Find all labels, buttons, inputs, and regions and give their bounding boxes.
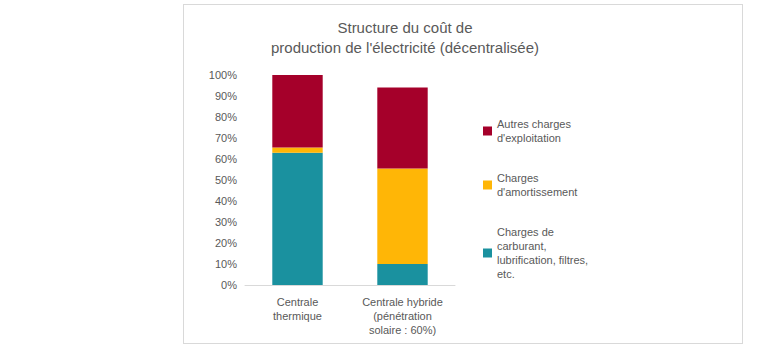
svg-text:lubrification, filtres,: lubrification, filtres,	[497, 254, 588, 266]
svg-text:production de l'électricité (d: production de l'électricité (décentralis…	[271, 39, 539, 56]
svg-text:50%: 50%	[215, 174, 237, 186]
svg-text:30%: 30%	[215, 216, 237, 228]
svg-text:90%: 90%	[215, 90, 237, 102]
svg-text:40%: 40%	[215, 195, 237, 207]
svg-text:carburant,: carburant,	[497, 240, 547, 252]
svg-text:d'exploitation: d'exploitation	[497, 132, 561, 144]
svg-text:0%: 0%	[221, 279, 237, 291]
svg-text:solaire : 60%): solaire : 60%)	[369, 324, 436, 336]
svg-text:70%: 70%	[215, 132, 237, 144]
svg-text:10%: 10%	[215, 258, 237, 270]
svg-text:Charges de: Charges de	[497, 226, 554, 238]
svg-text:Charges: Charges	[497, 172, 539, 184]
svg-text:etc.: etc.	[497, 268, 515, 280]
svg-text:Autres charges: Autres charges	[497, 118, 571, 130]
svg-text:(pénétration: (pénétration	[373, 310, 432, 322]
svg-text:Structure du coût de: Structure du coût de	[337, 19, 472, 36]
svg-text:Centrale hybride: Centrale hybride	[362, 296, 443, 308]
svg-text:Centrale: Centrale	[277, 296, 319, 308]
svg-text:60%: 60%	[215, 153, 237, 165]
svg-text:d'amortissement: d'amortissement	[497, 186, 577, 198]
svg-text:80%: 80%	[215, 111, 237, 123]
svg-text:20%: 20%	[215, 237, 237, 249]
svg-text:100%: 100%	[209, 69, 237, 81]
svg-text:thermique: thermique	[273, 310, 322, 322]
